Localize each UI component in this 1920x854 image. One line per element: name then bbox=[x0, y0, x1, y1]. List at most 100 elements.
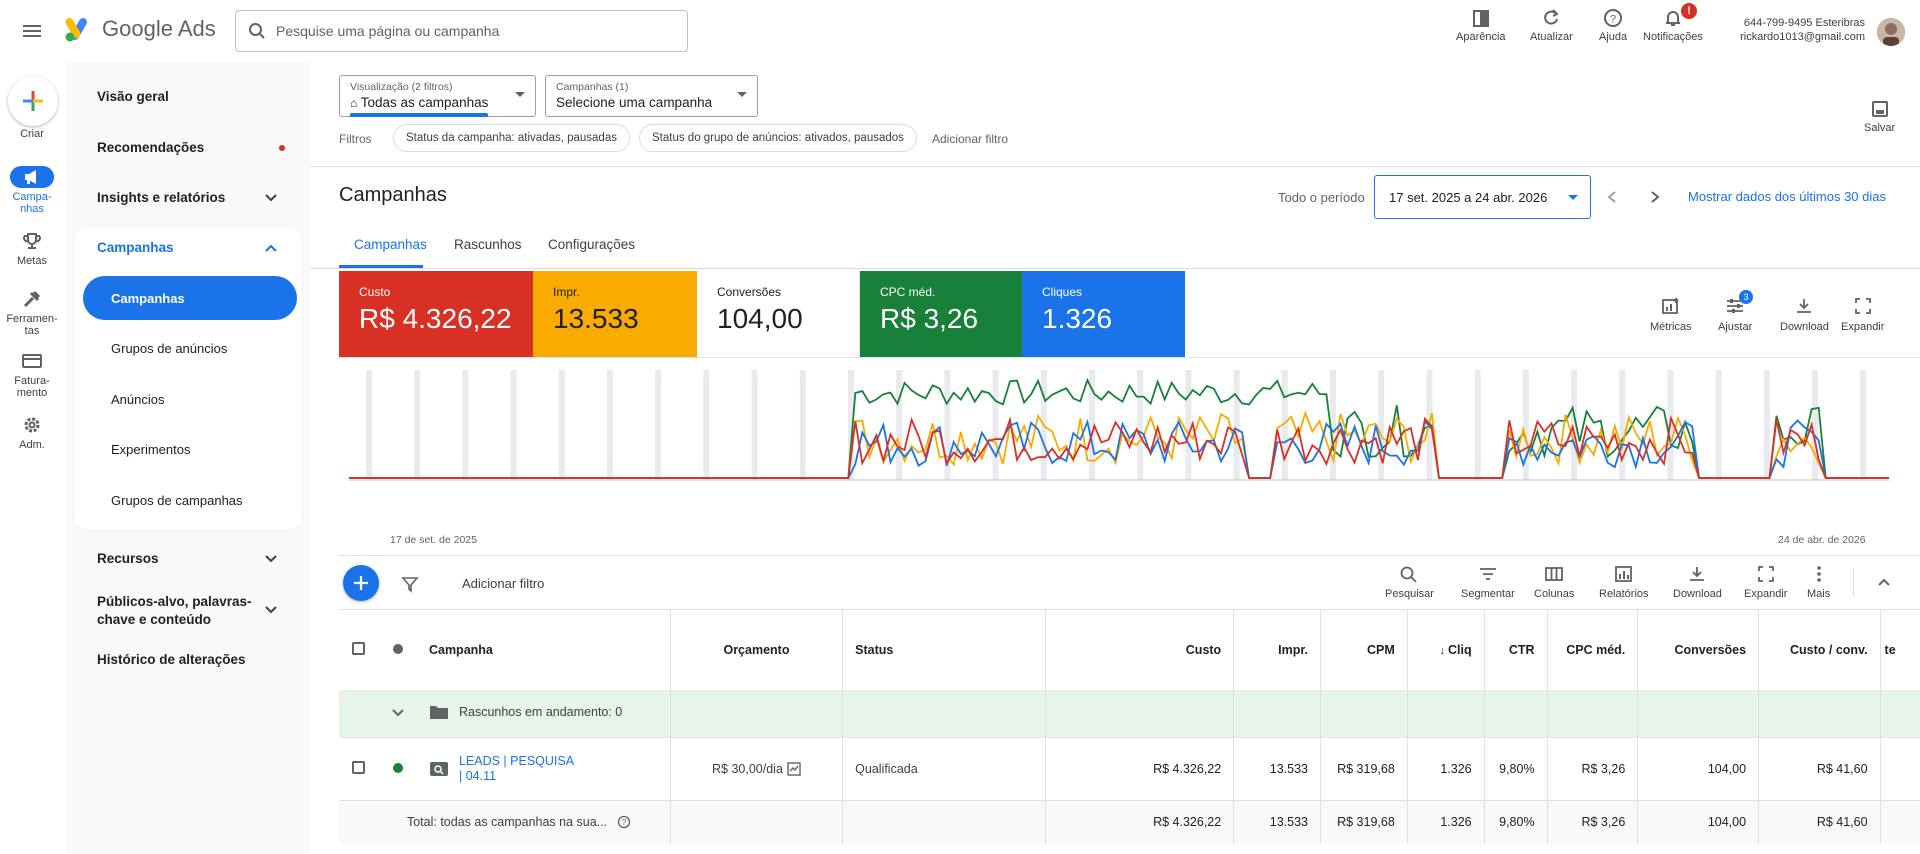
account-info[interactable]: 644-799-9495 Esteribras rickardo1013@gma… bbox=[1735, 16, 1865, 44]
caret-down-icon bbox=[1568, 195, 1578, 200]
recommendations-dot bbox=[279, 145, 285, 151]
status-dot-header bbox=[379, 610, 417, 690]
metric-card-clicks[interactable]: Cliques 1.326 bbox=[1022, 271, 1185, 357]
refresh-icon bbox=[1544, 9, 1560, 25]
create-button[interactable] bbox=[8, 76, 58, 126]
filter-icon[interactable] bbox=[401, 575, 419, 593]
drafts-row[interactable]: Rascunhos em andamento: 0 bbox=[339, 690, 1920, 737]
nav-history[interactable]: Histórico de alterações bbox=[97, 652, 246, 667]
col-truncated[interactable]: te bbox=[1884, 643, 1896, 657]
table-expand-button[interactable]: Expandir bbox=[1744, 565, 1787, 600]
rail-campaigns[interactable]: Campa- nhas bbox=[0, 166, 64, 215]
metric-card-cost[interactable]: Custo R$ 4.326,22 bbox=[339, 271, 533, 357]
chevron-left-icon[interactable] bbox=[1605, 190, 1619, 204]
budget-chart-icon[interactable] bbox=[787, 761, 801, 776]
col-cost-per-conv[interactable]: Custo / conv. bbox=[1758, 610, 1881, 690]
nav-sub-ad-groups[interactable]: Grupos de anúncios bbox=[111, 341, 228, 356]
nav-audiences[interactable]: Públicos-alvo, palavras-chave e conteúdo bbox=[97, 594, 252, 627]
chevron-down-icon[interactable] bbox=[264, 552, 278, 566]
date-range-picker[interactable]: 17 set. 2025 a 24 abr. 2026 bbox=[1374, 175, 1591, 219]
status-enabled-dot[interactable] bbox=[392, 762, 403, 773]
more-button[interactable]: Mais bbox=[1807, 565, 1830, 600]
metrics-button[interactable]: Métricas bbox=[1650, 297, 1692, 333]
segment-button[interactable]: Segmentar bbox=[1461, 565, 1515, 600]
nav-campaigns[interactable]: Campanhas bbox=[97, 240, 174, 255]
main-content: Visualização (2 filtros) ⌂ Todas as camp… bbox=[310, 62, 1920, 854]
caret-down-icon bbox=[515, 92, 525, 97]
help-button[interactable]: ? Ajuda bbox=[1599, 8, 1627, 43]
rail-tools[interactable]: Ferramen- tas bbox=[0, 288, 64, 337]
google-ads-logo[interactable]: Google Ads bbox=[64, 16, 216, 42]
download-chart-button[interactable]: Download bbox=[1780, 297, 1829, 333]
add-filter-link[interactable]: Adicionar filtro bbox=[932, 132, 1009, 146]
filter-chip-campaign-status[interactable]: Status da campanha: ativadas, pausadas bbox=[393, 124, 630, 152]
select-all-checkbox[interactable] bbox=[352, 642, 366, 655]
table-row[interactable]: LEADS | PESQUISA | 04.11 R$ 30,00/dia Qu… bbox=[339, 736, 1920, 800]
col-budget[interactable]: Orçamento bbox=[670, 610, 844, 690]
metric-card-conversions[interactable]: Conversões 104,00 bbox=[697, 271, 860, 357]
columns-button[interactable]: Colunas bbox=[1534, 565, 1574, 600]
chevron-down-icon[interactable] bbox=[264, 603, 278, 617]
search-input[interactable] bbox=[276, 23, 666, 39]
search-icon bbox=[249, 23, 265, 39]
nav-sub-ads[interactable]: Anúncios bbox=[111, 392, 165, 407]
tab-drafts[interactable]: Rascunhos bbox=[454, 237, 522, 252]
save-button[interactable]: Salvar bbox=[1864, 100, 1895, 134]
rail-goals[interactable]: Metas bbox=[0, 230, 64, 267]
nav-recommendations[interactable]: Recomendações bbox=[97, 140, 205, 155]
menu-icon[interactable] bbox=[20, 19, 44, 43]
budget-value[interactable]: R$ 30,00/dia bbox=[712, 761, 783, 776]
nav-overview[interactable]: Visão geral bbox=[97, 89, 169, 104]
total-cost-per-conv: R$ 41,60 bbox=[1758, 799, 1881, 844]
col-impressions[interactable]: Impr. bbox=[1233, 610, 1321, 690]
metric-card-avg-cpc[interactable]: CPC méd. R$ 3,26 bbox=[860, 271, 1022, 357]
last-30-days-link[interactable]: Mostrar dados dos últimos 30 dias bbox=[1688, 189, 1886, 204]
chevron-up-icon[interactable] bbox=[264, 241, 278, 255]
metric-card-impressions[interactable]: Impr. 13.533 bbox=[533, 271, 697, 357]
chevron-down-icon[interactable] bbox=[391, 706, 405, 720]
col-campaign[interactable]: Campanha bbox=[416, 610, 671, 690]
chart-week-band bbox=[607, 370, 613, 480]
reports-button[interactable]: Relatórios bbox=[1599, 565, 1649, 600]
row-checkbox[interactable] bbox=[352, 760, 366, 774]
table-add-filter[interactable]: Adicionar filtro bbox=[462, 576, 545, 591]
chevron-down-icon[interactable] bbox=[264, 191, 278, 205]
chart-week-band bbox=[1522, 370, 1529, 480]
tab-campaigns[interactable]: Campanhas bbox=[354, 237, 427, 252]
adjust-button[interactable]: 3 Ajustar bbox=[1718, 290, 1754, 333]
filter-chip-adgroup-status[interactable]: Status do grupo de anúncios: ativados, p… bbox=[639, 124, 917, 152]
col-cpm[interactable]: CPM bbox=[1320, 610, 1408, 690]
nav-sub-campaigns[interactable]: Campanhas bbox=[111, 291, 185, 306]
search-box[interactable] bbox=[235, 10, 688, 52]
nav-insights[interactable]: Insights e relatórios bbox=[97, 190, 226, 205]
chevron-up-icon[interactable] bbox=[1876, 575, 1892, 591]
page-title: Campanhas bbox=[339, 184, 447, 206]
add-campaign-button[interactable] bbox=[343, 565, 379, 601]
view-dropdown[interactable]: Visualização (2 filtros) ⌂ Todas as camp… bbox=[339, 75, 536, 117]
rail-billing[interactable]: Fatura- mento bbox=[0, 350, 64, 399]
chevron-right-icon[interactable] bbox=[1648, 190, 1662, 204]
table-download-button[interactable]: Download bbox=[1673, 565, 1722, 600]
table-search-button[interactable]: Pesquisar bbox=[1385, 565, 1434, 600]
nav-sub-experiments[interactable]: Experimentos bbox=[111, 442, 191, 457]
col-clicks[interactable]: ↓ Cliq bbox=[1407, 610, 1485, 690]
divider bbox=[1853, 568, 1854, 596]
nav-resources[interactable]: Recursos bbox=[97, 551, 159, 566]
campaign-dropdown[interactable]: Campanhas (1) Selecione uma campanha bbox=[545, 75, 758, 117]
expand-chart-button[interactable]: Expandir bbox=[1841, 297, 1884, 333]
col-avg-cpc[interactable]: CPC méd. bbox=[1547, 610, 1639, 690]
rail-admin[interactable]: Adm. bbox=[0, 414, 64, 451]
appearance-button[interactable]: Aparência bbox=[1456, 8, 1506, 43]
col-ctr[interactable]: CTR bbox=[1484, 610, 1548, 690]
campaign-name-link[interactable]: LEADS | PESQUISA | 04.11 bbox=[458, 753, 574, 783]
col-status[interactable]: Status bbox=[842, 610, 1047, 690]
refresh-button[interactable]: Atualizar bbox=[1530, 8, 1573, 43]
notifications-button[interactable]: ! Notificações bbox=[1643, 3, 1703, 43]
avatar[interactable] bbox=[1877, 18, 1905, 46]
chart-week-band bbox=[799, 370, 806, 480]
nav-sub-campaign-groups[interactable]: Grupos de campanhas bbox=[111, 493, 243, 508]
col-conversions[interactable]: Conversões bbox=[1637, 610, 1760, 690]
help-icon[interactable]: ? bbox=[617, 815, 631, 829]
col-cost[interactable]: Custo bbox=[1045, 610, 1235, 690]
tab-settings[interactable]: Configurações bbox=[548, 237, 636, 252]
